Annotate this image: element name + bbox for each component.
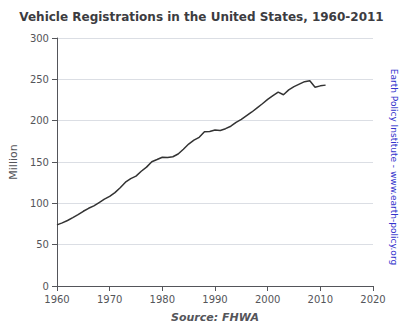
svg-text:300: 300 (30, 33, 49, 44)
svg-text:Vehicle Registrations in the U: Vehicle Registrations in the United Stat… (19, 10, 383, 24)
svg-text:200: 200 (30, 115, 49, 126)
svg-text:Million: Million (7, 144, 20, 179)
svg-text:1990: 1990 (202, 294, 227, 305)
svg-text:50: 50 (36, 239, 49, 250)
svg-text:1960: 1960 (44, 294, 69, 305)
svg-text:1970: 1970 (97, 294, 122, 305)
svg-text:2010: 2010 (308, 294, 333, 305)
svg-text:0: 0 (43, 281, 49, 292)
svg-text:150: 150 (30, 157, 49, 168)
svg-text:2000: 2000 (255, 294, 280, 305)
svg-text:1980: 1980 (150, 294, 175, 305)
svg-text:Earth Policy Institute - www.e: Earth Policy Institute - www.earth-polic… (389, 69, 399, 265)
svg-text:Source: FHWA: Source: FHWA (171, 311, 259, 324)
svg-text:2020: 2020 (360, 294, 385, 305)
svg-text:250: 250 (30, 74, 49, 85)
svg-text:100: 100 (30, 198, 49, 209)
